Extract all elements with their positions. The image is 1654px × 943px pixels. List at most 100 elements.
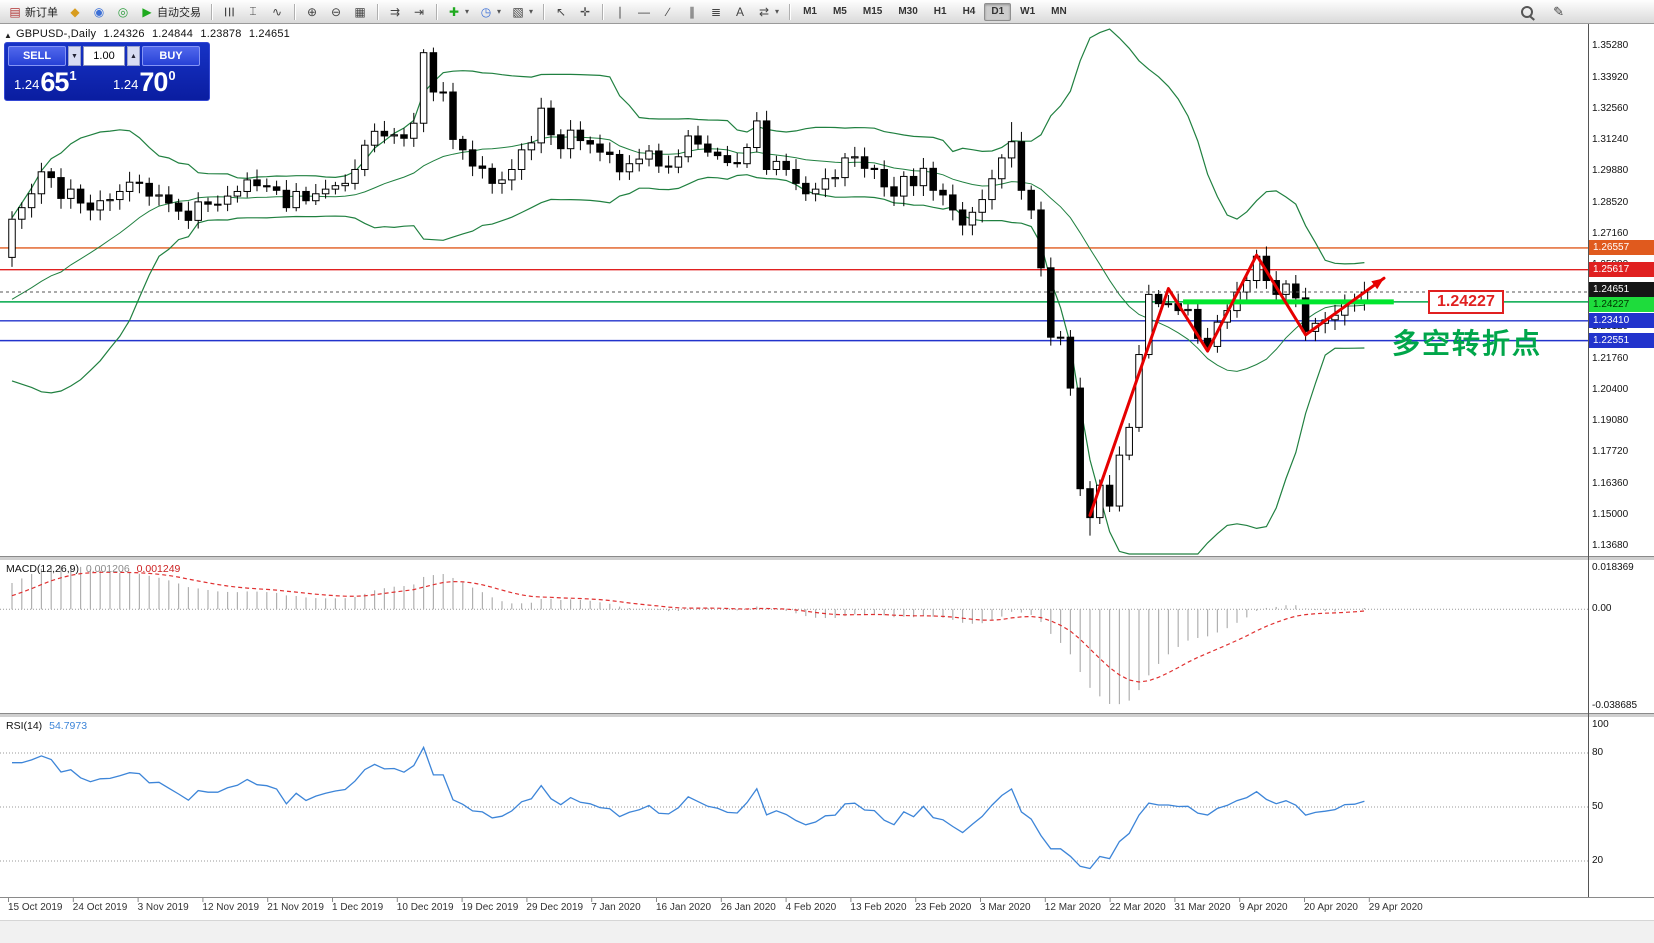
horizontal-line-icon[interactable]: ― — [633, 2, 655, 22]
timeframe-h4-button[interactable]: H4 — [956, 3, 983, 21]
date-label: 12 Mar 2020 — [1044, 902, 1101, 913]
tile-windows-icon-glyph: ▦ — [354, 4, 366, 19]
metaeditor-button[interactable]: ✎ — [1547, 3, 1570, 21]
zoom-out-icon[interactable]: ⊖ — [325, 2, 347, 22]
indicators-glyph: ✚ — [448, 4, 460, 19]
volume-input[interactable] — [83, 46, 125, 66]
buy-price[interactable]: 1.24 70 0 — [107, 67, 206, 97]
timeframe-m30-button[interactable]: M30 — [891, 3, 924, 21]
caret-down-icon: ▾ — [529, 7, 534, 16]
channel-icon[interactable]: ∥ — [681, 2, 703, 22]
timeframe-d1-button[interactable]: D1 — [984, 2, 1012, 21]
buy-button[interactable]: BUY — [142, 46, 200, 66]
periods-button[interactable]: ◷ ▾ — [475, 2, 505, 22]
date-label: 7 Jan 2020 — [591, 902, 641, 913]
toolbar: ▤ 新订单 ◆ ◉ ◎ ▶ 自动交易 ☰ ⌶ ∿ ⊕ ⊖ ▦ ⇉ ⇥ ✚ ▾ ◷ ▾ ▧ ▾ ↖ ✛ ∣ ― ∕ ∥ ≣ A ⇄ ▾ M1 M5… — [0, 0, 1654, 24]
line-chart-icon-glyph: ∿ — [271, 4, 283, 19]
symbol-name: GBPUSD-,Daily — [16, 28, 97, 40]
volume-down-button[interactable]: ▼ — [68, 46, 81, 66]
autotrading-button-label: 自动交易 — [157, 6, 201, 19]
date-ticks — [8, 898, 1370, 902]
cursor-icon[interactable]: ↖ — [550, 2, 572, 22]
timeframe-h1-button[interactable]: H1 — [927, 3, 954, 21]
date-label: 20 Apr 2020 — [1304, 902, 1358, 913]
price-scale-label: 1.19080 — [1592, 414, 1629, 426]
auto-scroll-icon-glyph: ⇉ — [389, 4, 401, 19]
price-scale-label: 1.29880 — [1592, 165, 1629, 177]
sell-button[interactable]: SELL — [8, 46, 66, 66]
timeframe-m5-button[interactable]: M5 — [826, 3, 854, 21]
price-scale-label: 1.27160 — [1592, 228, 1629, 240]
volume-up-button[interactable]: ▲ — [127, 46, 140, 66]
new-order-button-label: 新订单 — [25, 6, 58, 19]
crosshair-icon[interactable]: ✛ — [574, 2, 596, 22]
macd-main-value: 0.001206 — [85, 563, 130, 575]
date-label: 31 Mar 2020 — [1174, 902, 1231, 913]
vertical-line-icon[interactable]: ∣ — [609, 2, 631, 22]
candlestick-chart-icon[interactable]: ⌶ — [242, 2, 264, 22]
price-scale-label: 1.16360 — [1592, 477, 1629, 489]
trendline-icon[interactable]: ∕ — [657, 2, 679, 22]
buy-price-sup: 0 — [168, 68, 176, 83]
sell-price-sup: 1 — [69, 68, 77, 83]
toolbar-separator — [789, 3, 791, 20]
turning-point-note: 多空转折点 — [1392, 328, 1543, 359]
price-tag: 1.25617 — [1589, 262, 1654, 277]
macd-scale-zero: 0.00 — [1592, 603, 1612, 615]
toolbar-separator — [436, 3, 437, 20]
profile-icon[interactable]: ◉ — [88, 2, 110, 22]
refresh-icon[interactable]: ◎ — [112, 2, 134, 22]
pencil-icon: ✎ — [1553, 4, 1564, 19]
date-label: 24 Oct 2019 — [72, 902, 128, 913]
autotrading-button[interactable]: ▶ 自动交易 — [136, 2, 205, 22]
date-label: 3 Nov 2019 — [137, 902, 189, 913]
toolbar-separator — [543, 3, 545, 20]
timeframe-w1-button[interactable]: W1 — [1013, 3, 1042, 21]
caret-down-icon: ▾ — [775, 7, 780, 16]
line-chart-icon[interactable]: ∿ — [266, 2, 288, 22]
timeframe-m15-button[interactable]: M15 — [856, 3, 889, 21]
date-label: 22 Mar 2020 — [1109, 902, 1166, 913]
trade-panel-toggle[interactable]: ▲ — [4, 31, 12, 40]
arrow-objects-icon[interactable]: ⇄ ▾ — [753, 2, 783, 22]
zoom-in-icon[interactable]: ⊕ — [301, 2, 323, 22]
search-icon — [1521, 6, 1534, 18]
price-scale-label: 1.33920 — [1592, 71, 1629, 83]
chart-shift-icon[interactable]: ⇥ — [408, 2, 430, 22]
crosshair-icon-glyph: ✛ — [580, 4, 591, 19]
text-label-icon-glyph: A — [736, 4, 745, 19]
price-scale-label: 1.20400 — [1592, 384, 1629, 396]
price-scale-label: 1.13680 — [1592, 539, 1629, 551]
market-icon[interactable]: ◆ — [64, 2, 86, 22]
caret-down-icon: ▾ — [465, 7, 470, 16]
rsi-layer — [0, 745, 1588, 870]
symbol-info-line: GBPUSD-,Daily 1.24326 1.24844 1.23878 1.… — [16, 28, 294, 40]
search-button[interactable] — [1515, 5, 1539, 19]
arrow-objects-icon-glyph: ⇄ — [759, 4, 770, 19]
price-scale-label: 1.28520 — [1592, 196, 1629, 208]
ohlc-open: 1.24326 — [103, 28, 145, 40]
vertical-line-icon-glyph: ∣ — [617, 4, 624, 19]
price-scale-label: 1.32560 — [1592, 103, 1629, 115]
text-label-icon[interactable]: A — [729, 2, 751, 22]
date-label: 26 Jan 2020 — [720, 902, 776, 913]
templates-button[interactable]: ▧ ▾ — [507, 2, 537, 22]
date-label: 29 Dec 2019 — [526, 902, 584, 913]
auto-scroll-icon[interactable]: ⇉ — [384, 2, 406, 22]
bar-chart-icon[interactable]: ☰ — [218, 2, 240, 22]
date-label: 15 Oct 2019 — [8, 902, 63, 913]
timeframe-m1-button[interactable]: M1 — [796, 3, 824, 21]
sell-price[interactable]: 1.24 65 1 — [8, 67, 107, 97]
autotrading-glyph: ▶ — [142, 4, 152, 19]
indicators-button[interactable]: ✚ ▾ — [443, 2, 473, 22]
rsi-scale-label: 20 — [1592, 855, 1604, 866]
tile-windows-icon[interactable]: ▦ — [349, 2, 371, 22]
price-tag: 1.22551 — [1589, 333, 1654, 348]
timeframe-mn-button[interactable]: MN — [1044, 3, 1074, 21]
bar-chart-icon-glyph: ☰ — [222, 6, 236, 17]
new-order-button[interactable]: ▤ 新订单 — [4, 2, 62, 22]
fibonacci-icon[interactable]: ≣ — [705, 2, 727, 22]
date-label: 4 Feb 2020 — [785, 902, 837, 913]
periods-glyph: ◷ — [480, 4, 492, 19]
